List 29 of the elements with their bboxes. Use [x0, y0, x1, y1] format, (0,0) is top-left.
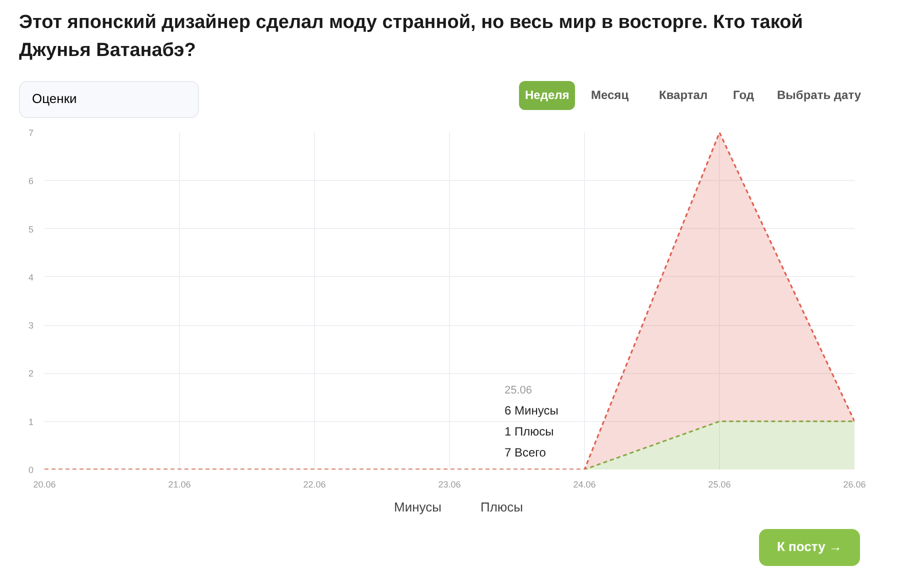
x-tick-label: 20.06 — [33, 480, 56, 490]
x-tick-label: 26.06 — [843, 480, 866, 490]
y-tick-label: 3 — [28, 320, 34, 331]
text: Квартал — [658, 87, 709, 104]
annotation: 1 Плюсы — [504, 424, 554, 438]
y-tick-label: 2 — [28, 368, 34, 379]
x-tick-label: 24.06 — [573, 480, 596, 490]
text: Выбрать дату — [776, 87, 862, 104]
chart-title: Этот японский дизайнер сделал моду странной, но весь мир в восторге. Кто такой Джунья Ватанабэ? — [19, 11, 804, 63]
text: Минусы — [394, 500, 442, 514]
annotation: 25.06 — [504, 384, 532, 396]
y-tick-label: 4 — [28, 272, 34, 282]
x-tick-label: 23.06 — [438, 480, 461, 490]
annotation: 6 Минусы — [504, 404, 558, 418]
text: К посту → — [759, 529, 860, 566]
y-tick-label: 5 — [28, 224, 34, 234]
text: Оценки — [19, 81, 199, 118]
y-tick-label: 7 — [28, 128, 34, 138]
text: Год — [732, 87, 755, 104]
y-tick-label: 0 — [28, 465, 34, 475]
text: Плюсы — [480, 500, 523, 514]
y-tick-label: 6 — [28, 176, 34, 186]
x-tick-label: 21.06 — [168, 480, 191, 490]
x-tick-label: 25.06 — [708, 480, 731, 490]
y-tick-label: 1 — [28, 416, 34, 427]
text: Неделя — [519, 81, 576, 110]
annotation: 7 Всего — [504, 446, 546, 460]
text: Месяц — [590, 87, 630, 104]
x-tick-label: 22.06 — [303, 480, 326, 490]
